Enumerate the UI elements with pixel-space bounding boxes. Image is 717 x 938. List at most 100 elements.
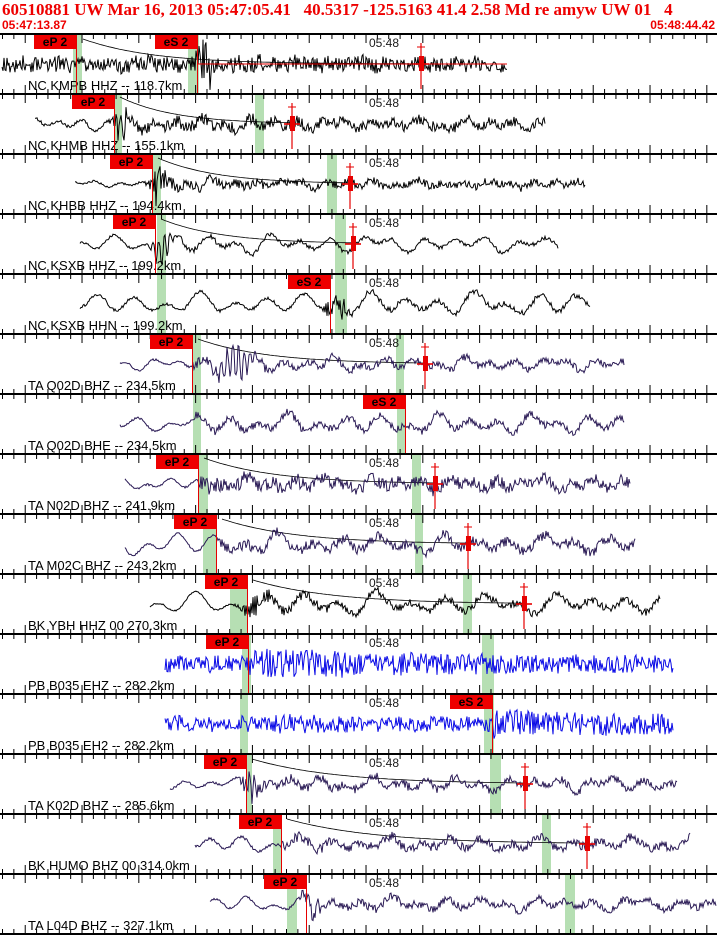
time-tick-label: 05:48: [369, 96, 400, 110]
phase-pick-flag[interactable]: eP 2: [72, 95, 114, 109]
pick-window-band: [114, 95, 122, 153]
coda-marker[interactable]: [516, 583, 532, 629]
phase-pick-line[interactable]: [152, 155, 153, 213]
seismogram-trace[interactable]: [119, 408, 625, 437]
pick-window-band: [490, 755, 501, 813]
pick-window-band: [255, 95, 264, 153]
station-label: TA L04D BHZ -- 327.1km: [28, 918, 173, 933]
waveform-canvas[interactable]: [0, 575, 717, 633]
coda-marker[interactable]: [342, 163, 358, 209]
time-tick-label: 05:48: [369, 696, 400, 710]
phase-pick-flag[interactable]: eP 2: [206, 635, 248, 649]
station-label: TA M02C BHZ -- 243.2km: [28, 558, 177, 573]
phase-pick-line[interactable]: [246, 755, 247, 813]
phase-pick-line[interactable]: [405, 395, 406, 453]
seismogram-trace[interactable]: [119, 343, 625, 383]
phase-pick-flag[interactable]: eP 2: [239, 815, 281, 829]
coda-marker[interactable]: [460, 523, 476, 569]
seismogram-trace[interactable]: [124, 471, 631, 497]
coda-marker[interactable]: [417, 343, 433, 389]
time-ticks: [2, 335, 708, 393]
trace-panel-NC-KHBB-HHZ: 05:48 NC KHBB HHZ -- 194.4km eP 2: [0, 153, 717, 213]
time-tick-label: 05:48: [369, 516, 400, 530]
waveform-canvas[interactable]: [0, 515, 717, 573]
coda-marker[interactable]: [427, 463, 443, 509]
seismogram-trace[interactable]: [79, 232, 559, 265]
time-ticks: [2, 755, 708, 813]
phase-pick-flag[interactable]: eS 2: [155, 35, 197, 49]
phase-pick-line[interactable]: [330, 275, 331, 333]
seismogram-trace[interactable]: [124, 527, 636, 559]
phase-pick-line[interactable]: [197, 35, 198, 93]
waveform-canvas[interactable]: [0, 275, 717, 333]
phase-pick-line[interactable]: [492, 695, 493, 753]
phase-pick-line[interactable]: [306, 875, 307, 933]
seismogram-trace[interactable]: [74, 166, 586, 207]
station-label: BK YBH HHZ 00 270.3km: [28, 618, 178, 633]
trace-panel-NC-KHMB-HHZ: 05:48 NC KHMB HHZ -- 155.1km eP 2: [0, 93, 717, 153]
trace-panel-BK-HUMO-BHZ: 05:48 BK HUMO BHZ 00 314.0km eP 2: [0, 813, 717, 873]
coda-marker[interactable]: [284, 103, 300, 149]
trace-panel-stack: 05:48 NC KMPB HHZ -- 118.7km eP 2 eS 2 05…: [0, 33, 717, 935]
time-ticks: [2, 155, 708, 213]
phase-pick-line[interactable]: [216, 515, 217, 573]
waveform-canvas[interactable]: [0, 335, 717, 393]
pick-window-band: [198, 455, 208, 513]
phase-pick-flag[interactable]: eP 2: [174, 515, 216, 529]
phase-pick-line[interactable]: [248, 635, 249, 693]
seismogram-trace[interactable]: [164, 708, 674, 739]
phase-pick-line[interactable]: [281, 815, 282, 873]
coda-marker[interactable]: [345, 223, 361, 269]
seismogram-trace[interactable]: [209, 889, 717, 922]
pick-window-band: [415, 515, 423, 573]
phase-pick-flag[interactable]: eP 2: [113, 215, 155, 229]
time-ticks: [2, 395, 708, 453]
time-ticks: [2, 275, 708, 333]
window-end-time: 05:48:44.42: [650, 18, 715, 32]
phase-pick-flag[interactable]: eP 2: [34, 35, 76, 49]
pick-window-band: [335, 215, 346, 273]
phase-pick-line[interactable]: [76, 35, 77, 93]
station-label: NC KSXB HHN -- 199.2km: [28, 318, 183, 333]
coda-marker[interactable]: [413, 43, 429, 89]
phase-pick-line[interactable]: [114, 95, 115, 153]
waveform-canvas[interactable]: [0, 875, 717, 933]
phase-pick-line[interactable]: [247, 575, 248, 633]
phase-pick-line[interactable]: [155, 215, 156, 273]
phase-pick-flag[interactable]: eS 2: [450, 695, 492, 709]
time-ticks: [2, 515, 708, 573]
waveform-canvas[interactable]: [0, 755, 717, 813]
phase-pick-flag[interactable]: eP 2: [264, 875, 306, 889]
coda-marker[interactable]: [579, 823, 595, 869]
phase-pick-flag[interactable]: eP 2: [156, 455, 198, 469]
phase-pick-line[interactable]: [192, 335, 193, 393]
waveform-canvas[interactable]: [0, 215, 717, 273]
station-label: NC KSXB HHZ -- 199.2km: [28, 258, 182, 273]
waveform-canvas[interactable]: [0, 155, 717, 213]
pick-window-band: [157, 275, 166, 333]
seismogram-trace[interactable]: [149, 586, 661, 619]
time-tick-label: 05:48: [369, 336, 400, 350]
phase-pick-flag[interactable]: eP 2: [110, 155, 152, 169]
coda-marker[interactable]: [517, 763, 533, 809]
phase-pick-flag[interactable]: eP 2: [150, 335, 192, 349]
station-label: NC KMPB HHZ -- 118.7km: [28, 78, 183, 93]
phase-pick-flag[interactable]: eS 2: [288, 275, 330, 289]
waveform-canvas[interactable]: [0, 35, 717, 93]
phase-pick-flag[interactable]: eP 2: [205, 575, 247, 589]
seismogram-trace[interactable]: [164, 648, 674, 678]
time-tick-label: 05:48: [369, 36, 400, 50]
coda-decay-curve: [251, 758, 524, 784]
time-tick-label: 05:48: [369, 756, 400, 770]
station-label: TA N02D BHZ -- 241.9km: [28, 498, 176, 513]
station-label: PB B035 EHZ -- 282.2km: [28, 678, 175, 693]
seismogram-trace[interactable]: [79, 288, 591, 320]
phase-pick-flag[interactable]: eS 2: [363, 395, 405, 409]
seismogram-trace[interactable]: [194, 830, 691, 856]
phase-pick-flag[interactable]: eP 2: [204, 755, 246, 769]
time-ticks: [2, 215, 708, 273]
pick-window-band: [335, 275, 347, 333]
seismogram-trace[interactable]: [169, 771, 678, 804]
waveform-canvas[interactable]: [0, 395, 717, 453]
phase-pick-line[interactable]: [198, 455, 199, 513]
